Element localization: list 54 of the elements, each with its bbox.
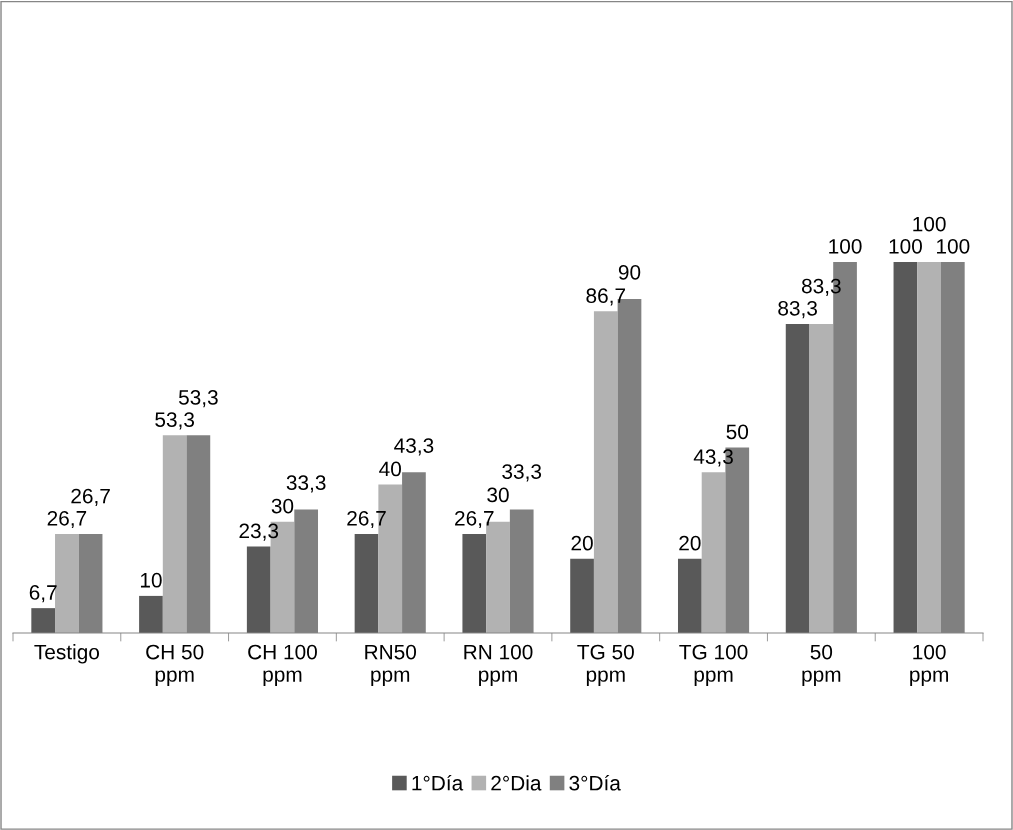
data-label: 26,7 [71,488,110,506]
bar [246,546,271,633]
data-label: 90 [618,264,641,280]
x-tick-label: 100 ppm [910,644,948,686]
data-label: 33,3 [286,475,326,493]
bar [139,595,163,633]
data-label: 26,7 [347,510,386,529]
x-tick-label: TG 100 ppm [679,644,748,686]
data-label: 83,3 [778,300,817,319]
data-label: 23,3 [239,523,279,541]
data-label: 100 [829,238,862,254]
data-label: 50 [726,424,749,440]
data-label: 86,7 [586,288,626,306]
x-tick-label: RN 100 ppm [464,644,533,686]
bar [677,558,702,633]
legend-label: 3°Día [569,774,621,791]
bar [917,262,941,633]
data-label: 6,7 [29,585,57,603]
bar [162,435,187,633]
data-label: 53,3 [178,390,218,408]
data-label: 100 [937,238,970,254]
data-label: 26,7 [47,510,87,529]
data-label: 30 [487,487,509,503]
x-tick-label: 50 ppm [802,644,841,686]
x-tick-label: TG 50 ppm [577,644,634,686]
data-label: 10 [140,572,162,588]
x-tick-label: CH 100 ppm [248,644,317,686]
data-label: 100 [913,216,946,232]
data-label: 43,3 [394,438,434,456]
bar [785,323,810,633]
data-label: 100 [889,238,922,254]
x-tick-label: RN50 ppm [365,644,417,686]
legend-label: 2°Dia [491,775,542,791]
x-tick-label: Testigo [34,644,100,664]
bar [701,472,726,633]
bar [809,323,834,633]
legend-label: 1°Día [412,774,464,791]
bar [55,533,79,633]
x-tick-label: CH 50 ppm [146,644,204,686]
data-label: 20 [571,535,593,551]
data-label: 53,3 [155,412,195,430]
bar [893,262,918,633]
data-label: 33,3 [502,464,542,482]
data-label: 20 [679,535,701,551]
bar [593,311,618,633]
data-label: 30 [271,498,294,514]
data-label: 43,3 [693,449,733,467]
data-label: 26,7 [455,510,494,529]
bar [462,533,487,633]
data-label: 40 [379,461,401,477]
bar [570,558,594,633]
data-label: 83,3 [801,278,841,296]
bar [31,608,56,633]
bar [354,533,379,633]
